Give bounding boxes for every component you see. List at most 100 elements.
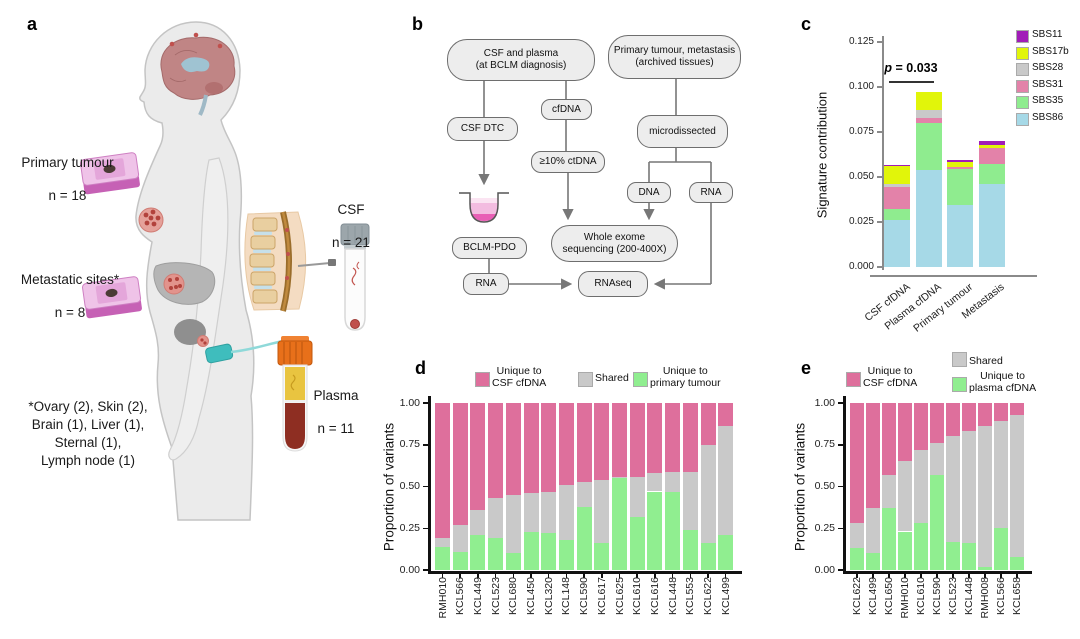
bar-segment: [915, 123, 942, 170]
bar-segment: [612, 478, 627, 570]
y-axis-line: [428, 396, 431, 573]
x-axis-tick-mark: [441, 574, 444, 578]
primary-tumour-title: Primary tumour: [21, 154, 114, 170]
bar-segment: [850, 523, 864, 549]
x-axis-category-label: KCL590: [930, 577, 943, 615]
x-axis-category-label: KCL448: [666, 577, 679, 615]
y-axis-tick-mark: [423, 402, 428, 404]
x-axis-tick-mark: [724, 574, 727, 578]
bar-segment: [718, 534, 734, 570]
bar-segment: [884, 220, 910, 267]
y-axis-tick-mark: [838, 569, 843, 571]
x-axis-category-label: KCL680: [507, 577, 520, 615]
liver-metastasis-icon: [153, 262, 216, 305]
x-axis-category-label: KCL448: [962, 577, 975, 615]
bar-segment: [629, 516, 645, 570]
bar-segment: [700, 444, 716, 544]
bar-segment: [629, 403, 645, 477]
bar-segment: [665, 491, 681, 570]
bar-segment: [947, 168, 973, 205]
bar-segment: [884, 209, 910, 221]
spine-csf-sampling-icon: [244, 211, 336, 312]
bar-segment: [594, 543, 610, 570]
y-axis-tick-mark: [423, 444, 428, 446]
bar-segment: [915, 110, 942, 118]
x-axis-tick-mark: [920, 574, 922, 578]
bar-segment: [682, 529, 698, 570]
y-axis-tick-label: 0.075: [848, 125, 874, 137]
x-axis-category-label: KCL616: [648, 577, 661, 615]
y-axis-tick-mark: [877, 86, 882, 88]
flow-node-dna: DNA: [627, 182, 671, 203]
y-axis-tick-mark: [877, 41, 882, 43]
bar-segment: [898, 531, 912, 570]
y-axis-tick-label: 0.25: [814, 521, 835, 534]
bar-segment: [978, 164, 1005, 185]
legend-swatch: [1016, 112, 1029, 126]
bar-segment: [866, 553, 880, 570]
y-axis-tick-label: 0.100: [848, 80, 874, 92]
bar-segment: [682, 471, 698, 530]
legend-swatch: [1016, 63, 1029, 76]
panel-label-d: d: [415, 358, 426, 378]
csf-n: n = 21: [332, 234, 370, 250]
x-axis-category-label: KCL499: [719, 577, 732, 615]
bar-segment: [488, 538, 504, 570]
bar-segment: [914, 449, 928, 524]
bar-segment: [576, 403, 592, 482]
x-axis-line: [870, 275, 1037, 277]
bar-segment: [978, 566, 992, 570]
y-axis-tick-mark: [877, 176, 882, 178]
bar-segment: [914, 403, 928, 450]
flow-node-csf-plasma: CSF and plasma (at BCLM diagnosis): [447, 39, 595, 81]
y-axis-title: Proportion of variants: [381, 422, 397, 552]
legend-label: SBS35: [1032, 95, 1064, 106]
bar-segment: [978, 144, 1005, 149]
bar-segment: [915, 92, 942, 111]
flow-node-rnaseq: RNAseq: [578, 271, 648, 297]
y-axis-tick-mark: [423, 527, 428, 529]
bar-segment: [978, 148, 1005, 165]
y-axis-tick-label: 0.025: [848, 215, 874, 227]
y-axis-title: Proportion of variants: [792, 422, 808, 552]
x-axis-category-label: KCL566: [454, 577, 467, 615]
y-axis-tick-label: 0.25: [399, 521, 420, 534]
bar-segment: [576, 506, 592, 570]
bar-segment: [470, 509, 486, 535]
bar-segment: [665, 403, 681, 472]
panel-label-c: c: [801, 14, 812, 34]
bar-segment: [962, 543, 976, 570]
x-axis-category-label: RMH010: [898, 577, 911, 619]
panel-label-b: b: [412, 14, 423, 34]
bar-segment: [914, 523, 928, 570]
x-axis-tick-mark: [654, 574, 656, 578]
bar-segment: [1010, 556, 1024, 570]
bar-segment: [884, 186, 910, 210]
primary-tumour-n: n = 18: [48, 187, 87, 203]
legend-swatch: [578, 372, 593, 387]
bar-segment: [947, 161, 973, 168]
bar-segment: [435, 403, 450, 539]
x-axis-tick-mark: [583, 574, 585, 578]
csf-label: CSF n = 21: [320, 185, 382, 251]
x-axis-category-label: KCL610: [631, 577, 644, 615]
bar-segment: [1010, 414, 1024, 557]
bar-segment: [1010, 403, 1024, 415]
x-axis-tick-mark: [565, 574, 568, 578]
bar-segment: [505, 553, 521, 570]
tissue-cassette-icon: [82, 276, 142, 319]
x-axis-tick-mark: [494, 574, 497, 578]
bar-segment: [452, 524, 468, 552]
y-axis-tick-label: 1.00: [814, 396, 835, 409]
x-axis-category-label: KCL553: [684, 577, 697, 615]
bar-segment: [915, 169, 942, 267]
y-axis-tick-label: 0.50: [399, 480, 420, 492]
y-axis-tick-mark: [838, 402, 843, 404]
csf-tube-icon: [340, 223, 370, 331]
y-axis-tick-mark: [877, 266, 882, 268]
panel-label-e: e: [801, 358, 812, 378]
csf-title: CSF: [337, 201, 365, 217]
x-axis-tick-mark: [459, 574, 461, 578]
flow-node-cfdna: cfDNA: [541, 99, 592, 120]
bar-segment: [884, 166, 910, 185]
